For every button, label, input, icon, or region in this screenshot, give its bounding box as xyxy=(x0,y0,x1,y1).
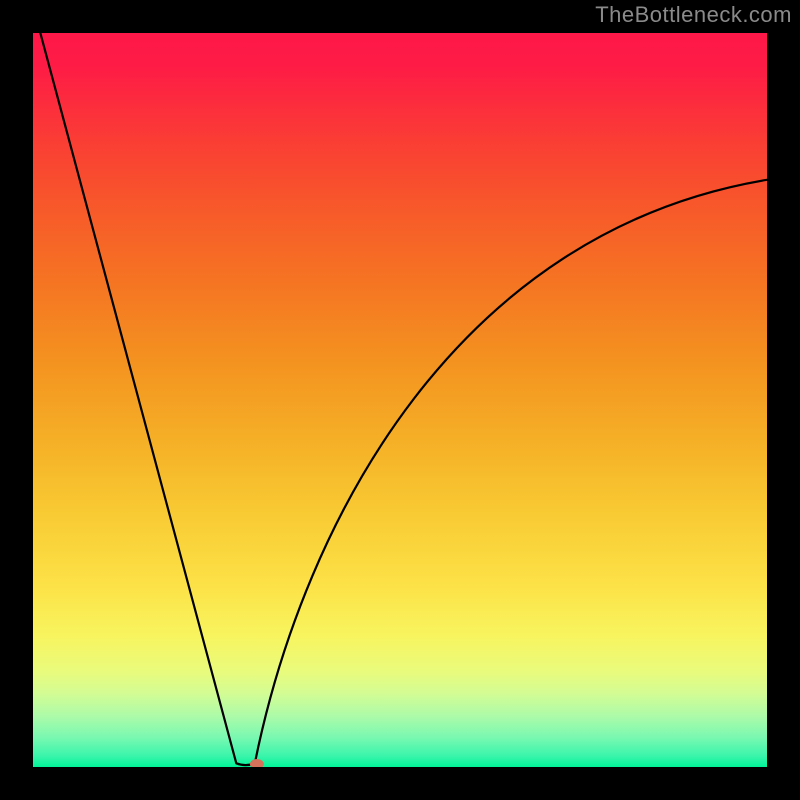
plot-area xyxy=(33,33,767,767)
chart-svg xyxy=(33,33,767,767)
chart-container: TheBottleneck.com xyxy=(0,0,800,800)
watermark-text: TheBottleneck.com xyxy=(595,2,792,28)
gradient-background xyxy=(33,33,767,767)
